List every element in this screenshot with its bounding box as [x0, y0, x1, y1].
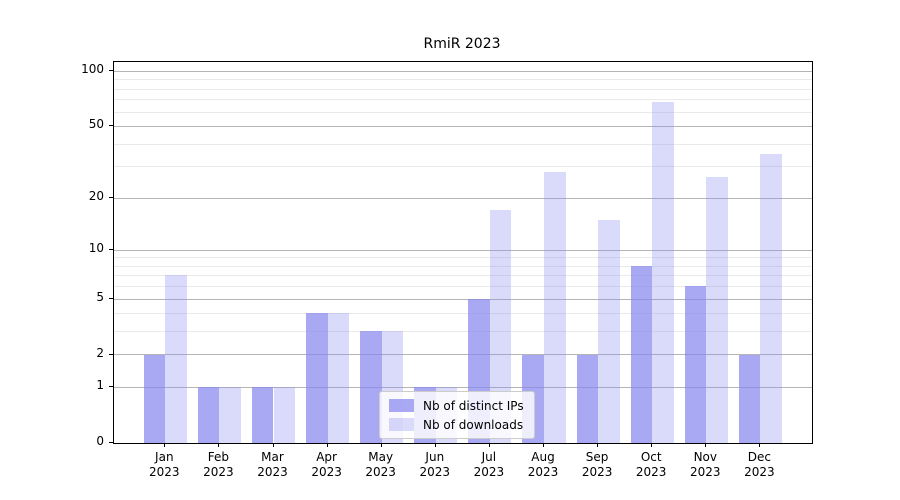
minor-gridline: [114, 257, 812, 259]
minor-gridline: [114, 331, 812, 333]
major-gridline: [114, 298, 812, 300]
y-tick-label-50: 50: [88, 117, 104, 132]
y-tick-2: [109, 353, 113, 355]
bar-downloads-dec: [760, 154, 782, 443]
legend-swatch-downloads: [389, 418, 414, 431]
x-tick-oct: [651, 443, 653, 447]
chart-title: RmiR 2023: [423, 36, 501, 52]
bar-ips-sep: [576, 354, 599, 443]
y-tick-1: [109, 386, 113, 388]
bar-ips-nov: [684, 286, 707, 443]
major-gridline: [114, 249, 812, 251]
minor-gridline: [114, 79, 812, 81]
y-tick-100: [109, 70, 113, 71]
y-tick-label-1: 1: [96, 378, 104, 393]
y-tick-label-0: 0: [96, 434, 104, 448]
x-tick-dec: [759, 443, 761, 447]
x-tick-label-aug: Aug 2023: [527, 450, 559, 479]
y-tick-label-20: 20: [88, 188, 104, 203]
x-tick-label-nov: Nov 2023: [690, 450, 721, 479]
bar-downloads-nov: [706, 177, 728, 443]
major-gridline: [114, 387, 812, 389]
y-tick-0: [109, 442, 113, 443]
bar-downloads-jul: [489, 210, 512, 443]
y-tick-5: [109, 297, 113, 299]
plot-area: [113, 61, 813, 444]
legend-item-downloads: Nb of downloads: [389, 415, 524, 434]
y-tick-10: [109, 248, 113, 250]
x-tick-jan: [164, 443, 166, 447]
x-tick-jul: [488, 443, 490, 447]
bar-downloads-aug: [544, 171, 566, 443]
x-tick-aug: [543, 443, 544, 447]
bar-ips-mar: [251, 387, 274, 443]
y-tick-label-100: 100: [81, 62, 104, 76]
x-tick-label-dec: Dec 2023: [744, 450, 775, 479]
legend-item-distinct-ips: Nb of distinct IPs: [389, 396, 524, 415]
x-tick-nov: [705, 443, 707, 447]
x-tick-label-may: May 2023: [365, 450, 396, 479]
x-tick-mar: [272, 443, 274, 447]
x-tick-label-feb: Feb 2023: [203, 450, 234, 479]
y-tick-label-5: 5: [96, 289, 104, 304]
bar-downloads-feb: [219, 387, 241, 443]
x-tick-sep: [597, 443, 599, 447]
bar-ips-apr: [306, 313, 328, 443]
minor-gridline: [114, 88, 812, 90]
x-tick-apr: [326, 443, 328, 447]
minor-gridline: [114, 275, 812, 277]
x-tick-label-jun: Jun 2023: [419, 450, 451, 479]
x-tick-label-sep: Sep 2023: [581, 450, 613, 479]
minor-gridline: [114, 99, 812, 101]
bar-downloads-sep: [598, 219, 620, 443]
legend-label-downloads: Nb of downloads: [423, 417, 524, 432]
minor-gridline: [114, 313, 812, 315]
minor-gridline: [114, 286, 812, 288]
major-gridline: [114, 197, 812, 199]
x-tick-label-apr: Apr 2023: [311, 450, 342, 479]
minor-gridline: [114, 166, 812, 168]
bar-downloads-jan: [165, 275, 187, 443]
bar-ips-may: [360, 331, 382, 443]
x-tick-label-mar: Mar 2023: [257, 450, 288, 479]
legend-label-distinct-ips: Nb of distinct IPs: [423, 398, 524, 413]
major-gridline: [114, 354, 812, 356]
bar-downloads-mar: [273, 387, 296, 443]
x-tick-label-jan: Jan 2023: [149, 450, 180, 479]
minor-gridline: [114, 265, 812, 267]
minor-gridline: [114, 111, 812, 113]
minor-gridline: [114, 143, 812, 145]
x-tick-feb: [218, 443, 220, 447]
legend-swatch-distinct-ips: [389, 399, 414, 412]
major-gridline: [114, 126, 812, 128]
y-tick-20: [109, 196, 113, 198]
bar-downloads-apr: [327, 313, 350, 443]
x-tick-label-oct: Oct 2023: [635, 450, 667, 479]
y-tick-label-2: 2: [96, 345, 104, 360]
x-tick-may: [380, 443, 382, 447]
x-tick-jun: [434, 443, 436, 447]
bar-ips-oct: [630, 265, 653, 443]
y-tick-label-10: 10: [88, 240, 104, 255]
bar-ips-jan: [143, 354, 166, 443]
legend: Nb of distinct IPs Nb of downloads: [379, 391, 535, 439]
bar-downloads-oct: [652, 101, 674, 443]
y-tick-50: [109, 125, 113, 127]
x-tick-label-jul: Jul 2023: [473, 450, 505, 479]
major-gridline: [114, 71, 812, 73]
bar-ips-feb: [197, 387, 220, 443]
bar-ips-dec: [738, 354, 761, 443]
